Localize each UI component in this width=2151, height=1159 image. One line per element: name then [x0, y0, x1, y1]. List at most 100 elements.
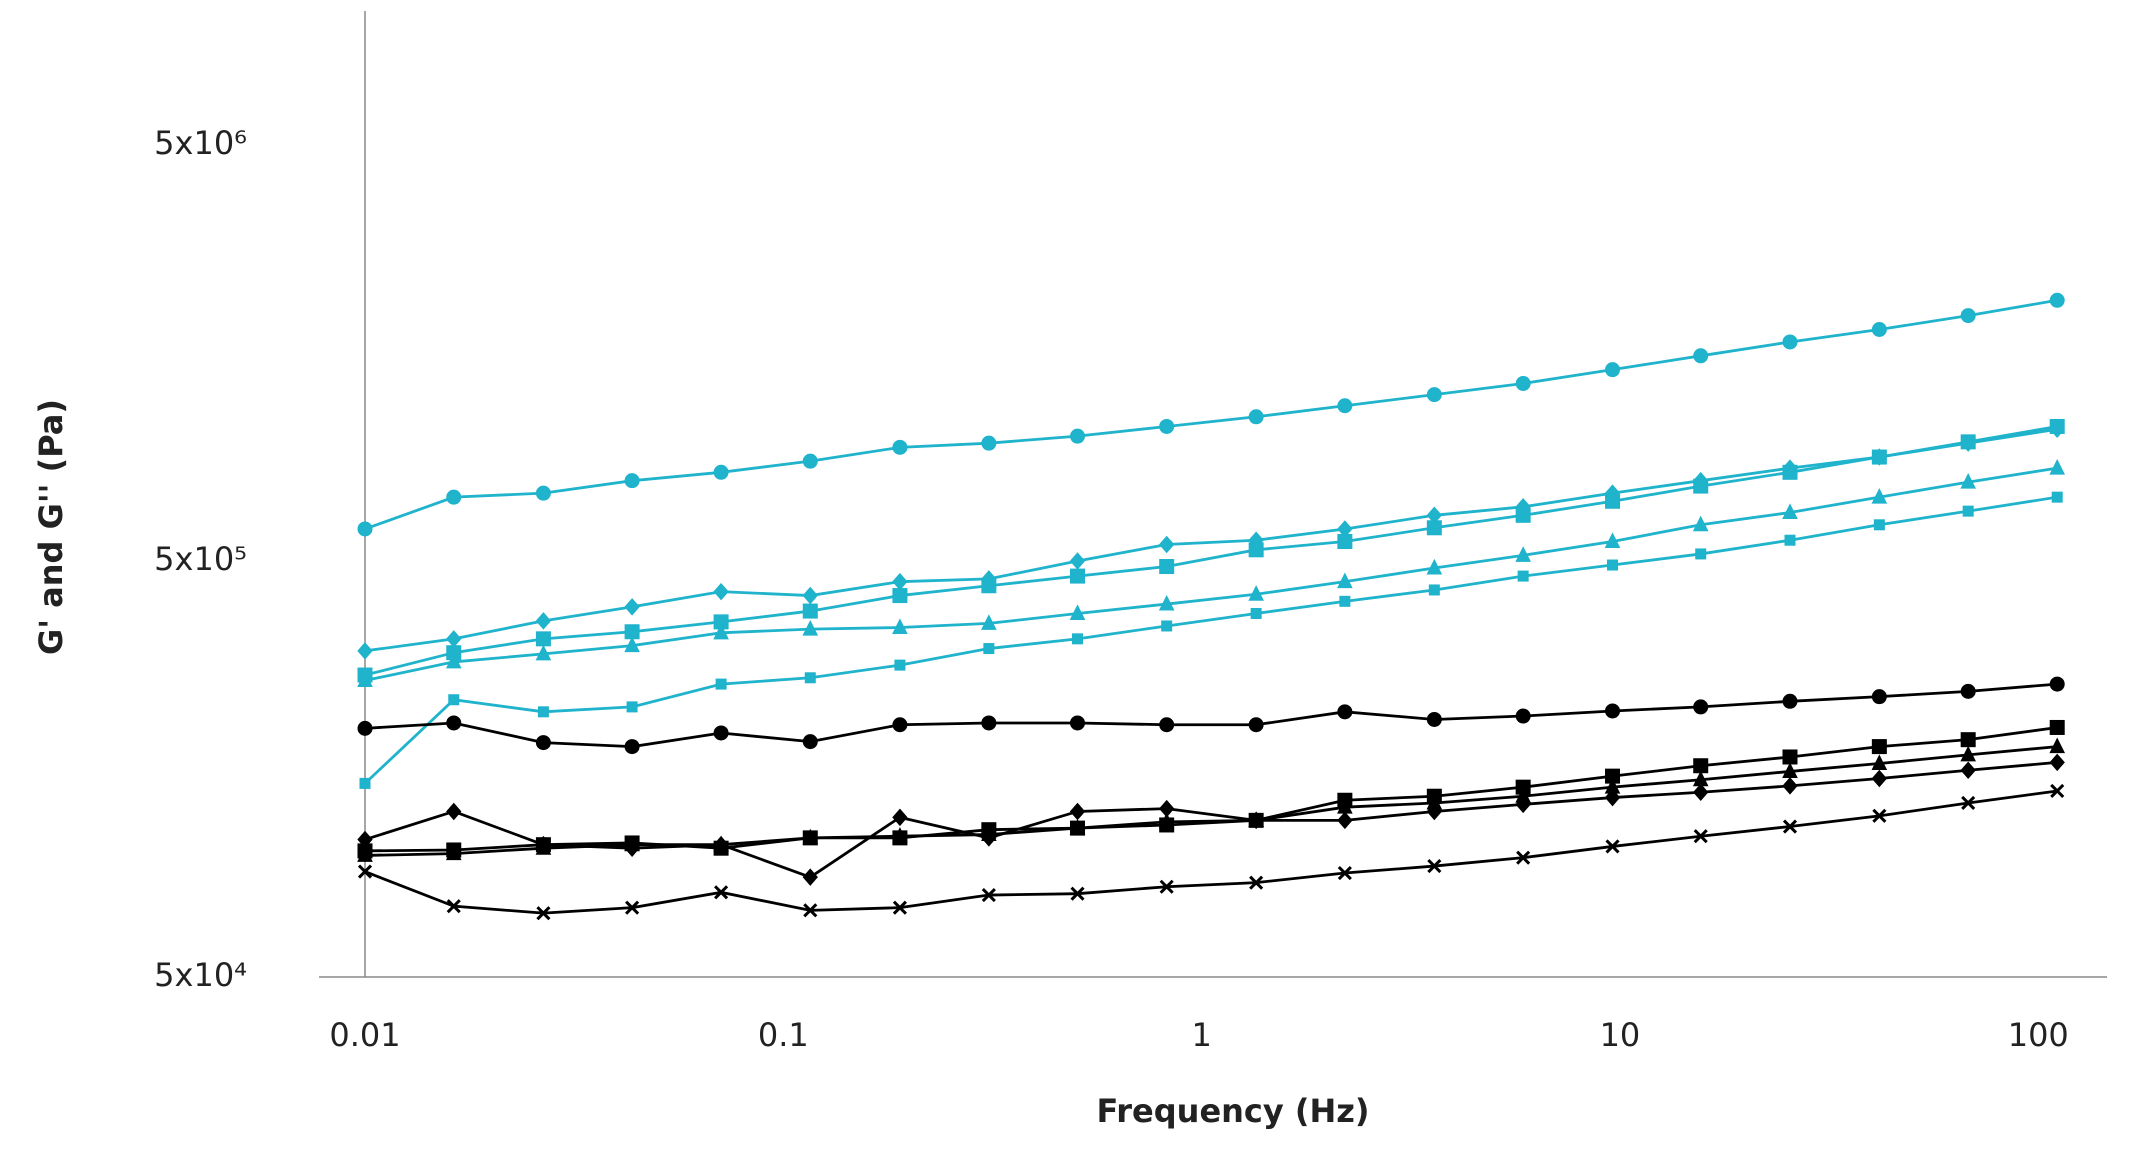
point	[1782, 334, 1798, 350]
point	[357, 521, 373, 537]
point	[713, 582, 729, 601]
point	[1605, 839, 1620, 854]
point	[1070, 715, 1086, 731]
point	[1692, 515, 1709, 532]
series-line	[364, 745, 2058, 857]
series-line	[364, 495, 2058, 785]
point	[802, 868, 818, 886]
point	[981, 715, 997, 731]
point	[1426, 802, 1442, 821]
point	[2049, 753, 2065, 772]
point	[981, 887, 996, 903]
point	[1248, 811, 1264, 830]
point	[624, 598, 640, 616]
point	[1069, 604, 1086, 620]
point	[624, 739, 640, 755]
point	[1960, 745, 1976, 762]
point	[1605, 362, 1621, 378]
point	[1515, 546, 1531, 562]
x-tick-label: 0.01	[329, 1016, 400, 1054]
point	[802, 619, 819, 636]
point	[1248, 717, 1264, 733]
point	[804, 672, 816, 684]
series-line	[364, 427, 2058, 653]
point	[715, 678, 727, 690]
point	[1782, 693, 1798, 709]
point	[1960, 434, 1976, 450]
point	[1337, 811, 1353, 830]
point	[1515, 507, 1531, 523]
y-tick-label: 5x10⁶	[154, 124, 247, 162]
point	[357, 830, 373, 849]
point	[357, 671, 373, 688]
point	[1515, 375, 1531, 391]
point	[802, 453, 818, 469]
x-tick-label: 1	[1191, 1016, 1211, 1054]
point	[1159, 879, 1174, 894]
point	[1337, 398, 1353, 414]
point	[1249, 875, 1264, 890]
point	[2050, 783, 2065, 799]
point	[357, 864, 373, 879]
point	[1871, 449, 1887, 465]
series-line	[364, 425, 2058, 677]
point	[537, 706, 549, 718]
point	[1070, 886, 1085, 901]
point	[535, 735, 551, 751]
point	[1427, 858, 1442, 874]
point	[2049, 676, 2065, 692]
point	[2049, 459, 2066, 475]
point	[981, 578, 997, 594]
point	[1872, 808, 1887, 823]
point	[1960, 732, 1976, 748]
point	[624, 636, 640, 653]
point	[2049, 292, 2065, 308]
point	[1337, 534, 1353, 550]
point	[1517, 570, 1529, 582]
point	[1159, 717, 1175, 733]
point	[1871, 754, 1888, 771]
point	[1604, 532, 1621, 549]
point	[892, 618, 908, 635]
series-line	[364, 789, 2058, 915]
point	[981, 614, 997, 630]
point	[1070, 428, 1086, 444]
point	[1960, 308, 1976, 324]
point	[446, 630, 462, 648]
point	[1962, 505, 1974, 517]
point	[802, 828, 819, 845]
y-tick-label: 5x10⁵	[154, 540, 247, 578]
point	[1693, 829, 1708, 844]
point	[1605, 703, 1621, 719]
point	[802, 734, 818, 750]
point	[1248, 542, 1264, 558]
point	[713, 464, 729, 480]
point	[1516, 850, 1531, 865]
series-line	[364, 298, 2058, 531]
point	[1159, 559, 1175, 575]
x-tick-label: 0.1	[758, 1016, 809, 1054]
point	[1426, 387, 1442, 403]
point	[357, 720, 373, 736]
x-tick-label: 10	[1600, 1016, 1641, 1054]
point	[1604, 788, 1621, 807]
point	[1782, 819, 1798, 834]
point	[981, 435, 997, 451]
point	[1784, 534, 1796, 546]
point	[1693, 699, 1709, 715]
point	[1070, 568, 1086, 584]
point	[357, 846, 373, 862]
point	[357, 642, 373, 660]
point	[1515, 795, 1531, 814]
point	[714, 885, 729, 900]
point	[713, 725, 729, 741]
point	[1871, 488, 1888, 504]
point	[803, 903, 818, 918]
point	[892, 717, 908, 733]
point	[1426, 711, 1442, 727]
y-axis-title: G' and G'' (Pa)	[32, 399, 70, 655]
point	[1782, 503, 1798, 520]
point	[1426, 558, 1443, 575]
point	[445, 844, 462, 861]
